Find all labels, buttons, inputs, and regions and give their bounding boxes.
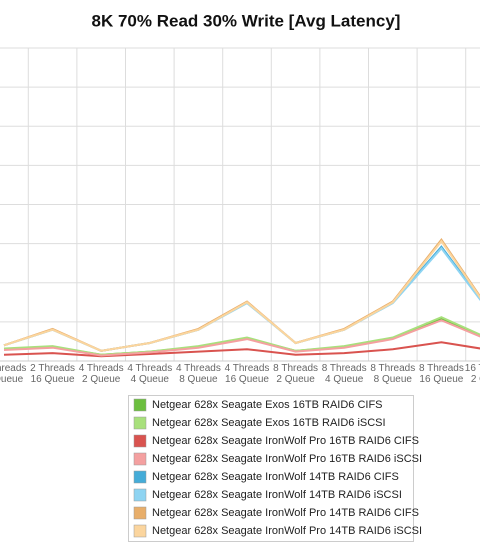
x-tick-label: 4 Threads 2 Queue xyxy=(79,363,124,385)
series-line xyxy=(3,341,480,358)
legend-swatch xyxy=(133,416,147,430)
legend-swatch xyxy=(133,452,147,466)
legend-label: Netgear 628x Seagate Exos 16TB RAID6 iSC… xyxy=(152,417,386,429)
x-tick-label: 4 Threads 16 Queue xyxy=(225,363,270,385)
series-line xyxy=(3,238,480,352)
series-line xyxy=(3,319,480,357)
x-tick-label: 2 Threads 16 Queue xyxy=(30,363,75,385)
x-tick-label: 8 Threads 2 Queue xyxy=(273,363,318,385)
legend-swatch xyxy=(133,506,147,520)
series-line xyxy=(3,316,480,356)
legend-label: Netgear 628x Seagate IronWolf 14TB RAID6… xyxy=(152,489,402,501)
legend-label: Netgear 628x Seagate IronWolf Pro 16TB R… xyxy=(152,453,422,465)
x-tick-label: 8 Threads 4 Queue xyxy=(322,363,367,385)
x-tick-label: 4 Threads 8 Queue xyxy=(176,363,221,385)
chart-title: 8K 70% Read 30% Write [Avg Latency] xyxy=(92,11,401,30)
series-line xyxy=(3,245,480,352)
legend-swatch xyxy=(133,524,147,538)
x-tick-label: 8 Threads 16 Queue xyxy=(419,363,464,385)
legend-swatch xyxy=(133,434,147,448)
legend-swatch xyxy=(133,398,147,412)
x-tick-label: 4 Threads 4 Queue xyxy=(127,363,172,385)
series-line xyxy=(3,239,480,352)
legend-swatch xyxy=(133,470,147,484)
legend-label: Netgear 628x Seagate IronWolf Pro 14TB R… xyxy=(152,507,419,519)
legend-label: Netgear 628x Seagate IronWolf 14TB RAID6… xyxy=(152,471,399,483)
legend-label: Netgear 628x Seagate IronWolf Pro 16TB R… xyxy=(152,435,419,447)
legend-swatch xyxy=(133,488,147,502)
x-tick-label: 8 Threads 8 Queue xyxy=(370,363,415,385)
legend-box xyxy=(128,395,414,542)
series-line xyxy=(3,246,480,352)
legend-label: Netgear 628x Seagate IronWolf Pro 14TB R… xyxy=(152,525,422,537)
legend-label: Netgear 628x Seagate Exos 16TB RAID6 CIF… xyxy=(152,399,383,411)
